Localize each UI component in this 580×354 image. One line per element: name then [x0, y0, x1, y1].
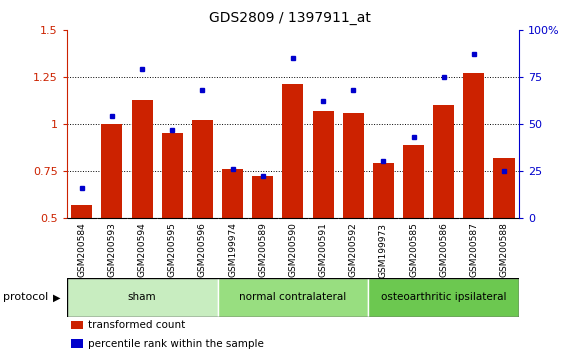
Text: normal contralateral: normal contralateral	[240, 292, 346, 302]
Text: GSM200584: GSM200584	[77, 223, 86, 277]
Bar	[218, 278, 368, 317]
Bar	[313, 111, 333, 218]
Text: osteoarthritic ipsilateral: osteoarthritic ipsilateral	[381, 292, 506, 302]
Bar	[192, 120, 213, 218]
Text: GSM200589: GSM200589	[258, 223, 267, 278]
Bar	[102, 124, 122, 218]
Text: GSM200585: GSM200585	[409, 223, 418, 278]
Text: GSM200591: GSM200591	[318, 223, 328, 278]
Bar	[67, 278, 218, 317]
Bar	[71, 205, 92, 218]
Bar	[368, 278, 519, 317]
Bar	[403, 144, 424, 218]
Bar	[343, 113, 364, 218]
Text: sham: sham	[128, 292, 157, 302]
Bar	[463, 73, 484, 218]
Text: protocol: protocol	[3, 292, 48, 302]
Text: transformed count: transformed count	[88, 320, 186, 330]
Bar	[162, 133, 183, 218]
Text: GSM200595: GSM200595	[168, 223, 177, 278]
Text: GDS2809 / 1397911_at: GDS2809 / 1397911_at	[209, 11, 371, 25]
Text: GSM200587: GSM200587	[469, 223, 478, 278]
Text: GSM200596: GSM200596	[198, 223, 207, 278]
Text: GSM200588: GSM200588	[499, 223, 509, 278]
Text: ▶: ▶	[53, 292, 61, 302]
Bar	[433, 105, 454, 218]
Text: GSM200594: GSM200594	[137, 223, 147, 277]
Bar	[252, 176, 273, 218]
Bar	[222, 169, 243, 218]
Bar	[373, 163, 394, 218]
Text: GSM200590: GSM200590	[288, 223, 298, 278]
Text: GSM200586: GSM200586	[439, 223, 448, 278]
Bar	[494, 158, 514, 218]
Text: percentile rank within the sample: percentile rank within the sample	[88, 338, 264, 349]
Text: GSM200592: GSM200592	[349, 223, 358, 277]
Bar	[282, 85, 303, 218]
Bar	[132, 99, 153, 218]
Bar	[71, 339, 82, 348]
Text: GSM199974: GSM199974	[228, 223, 237, 278]
Bar	[71, 321, 82, 330]
Text: GSM199973: GSM199973	[379, 223, 388, 278]
Text: GSM200593: GSM200593	[107, 223, 117, 278]
